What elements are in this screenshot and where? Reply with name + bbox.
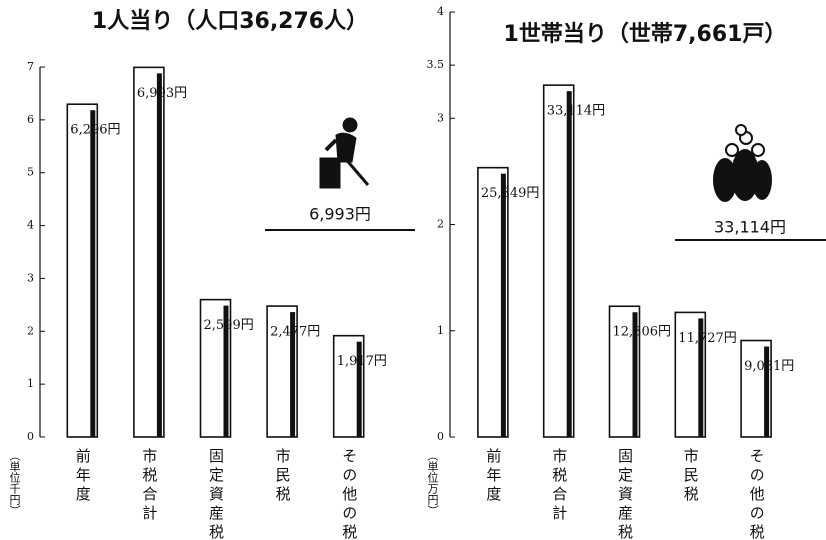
- bar-shadow: [356, 341, 362, 437]
- bar-shadow: [90, 110, 96, 437]
- y-tick-label: 5: [27, 166, 34, 179]
- family-icon: [713, 124, 772, 202]
- chart-title: 1世帯当り（世帯7,661戸）: [504, 21, 787, 47]
- x-tick-label: 市税合計: [550, 448, 568, 524]
- x-tick-label: 前年度: [74, 448, 92, 505]
- y-tick-label: 7: [27, 60, 34, 73]
- y-tick-label: 6: [27, 113, 34, 126]
- value-label: 1,917円: [337, 354, 387, 369]
- y-tick-label: 0: [437, 430, 444, 443]
- bar-shadow: [290, 312, 296, 437]
- x-tick-label: その他の税: [748, 448, 766, 540]
- x-tick-label: 固定資産税: [616, 448, 634, 540]
- value-label: 2,477円: [270, 325, 320, 340]
- y-tick-label: 1: [437, 324, 444, 337]
- value-label: 12,306円: [613, 325, 672, 340]
- x-tick-label: 前年度: [484, 448, 502, 505]
- y-tick-label: 4: [27, 219, 34, 232]
- bar-shadow: [500, 173, 506, 437]
- value-label: 33,114円: [547, 104, 606, 119]
- x-tick-label: 市民税: [274, 448, 292, 505]
- y-tick-label: 3: [437, 111, 444, 124]
- x-tick-label: 市民税: [682, 448, 700, 505]
- y-tick-label: 4: [437, 5, 444, 18]
- value-label: 6,296円: [70, 123, 120, 138]
- bar-shadow: [566, 91, 572, 437]
- y-tick-label: 1: [27, 377, 34, 390]
- annotation: 6,993円: [309, 205, 371, 224]
- y-tick-label: 0: [27, 430, 34, 443]
- chart-title: 1人当り（人口36,276人）: [92, 9, 368, 34]
- value-label: 9,081円: [744, 359, 794, 374]
- value-label: 2,599円: [204, 318, 254, 333]
- y-tick-label: 2: [437, 218, 444, 231]
- y-tick-label: 3: [27, 271, 34, 284]
- bar-shadow: [698, 318, 704, 437]
- bar-shadow: [156, 73, 162, 438]
- bar-shadow: [764, 346, 770, 437]
- y-axis-label: （単位千円）: [8, 450, 21, 516]
- x-tick-label: その他の税: [340, 448, 358, 540]
- bar-shadow: [223, 305, 229, 437]
- value-label: 6,993円: [137, 86, 187, 101]
- bar-shadow: [632, 312, 638, 437]
- sweeper-icon: [319, 117, 370, 189]
- y-axis-label: （単位万円）: [426, 450, 439, 516]
- x-tick-label: 市税合計: [140, 448, 158, 524]
- annotation: 33,114円: [714, 218, 786, 237]
- x-tick-label: 固定資産税: [207, 448, 225, 540]
- y-tick-label: 2: [27, 324, 34, 337]
- value-label: 11,727円: [678, 331, 737, 346]
- y-tick-label: 3.5: [427, 58, 445, 71]
- value-label: 25,349円: [481, 186, 540, 201]
